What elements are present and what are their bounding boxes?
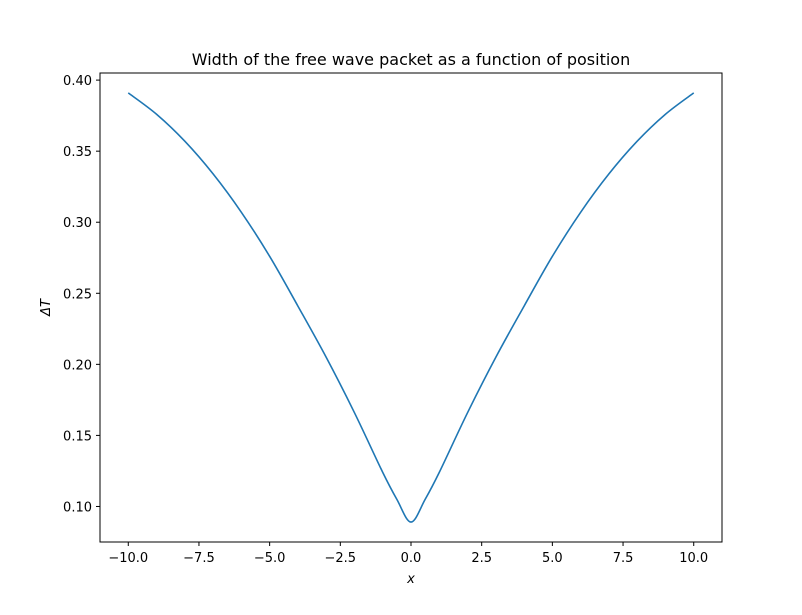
chart-title: Width of the free wave packet as a funct… bbox=[192, 50, 630, 69]
x-tick-label: 7.5 bbox=[613, 551, 634, 566]
y-tick-label: 0.40 bbox=[63, 74, 92, 89]
x-tick-label: −2.5 bbox=[325, 551, 357, 566]
x-tick-label: −10.0 bbox=[108, 551, 148, 566]
x-axis-label: x bbox=[406, 572, 415, 587]
y-tick-label: 0.15 bbox=[63, 429, 92, 444]
x-tick-label: 2.5 bbox=[471, 551, 492, 566]
series-line bbox=[127, 92, 695, 523]
x-tick-label: −5.0 bbox=[254, 551, 286, 566]
axes-frame bbox=[99, 72, 723, 543]
x-tick-label: −7.5 bbox=[183, 551, 215, 566]
x-tick-label: 10.0 bbox=[679, 551, 708, 566]
y-tick-label: 0.30 bbox=[63, 216, 92, 231]
series-layer bbox=[127, 92, 695, 523]
x-tick-label: 0.0 bbox=[401, 551, 422, 566]
y-tick-label: 0.20 bbox=[63, 358, 92, 373]
x-tick-label: 5.0 bbox=[542, 551, 563, 566]
x-axis-ticks: −10.0 −7.5 −5.0 −2.5 0.0 2.5 5.0 7.5 10.0 bbox=[108, 542, 708, 566]
y-tick-label: 0.10 bbox=[63, 500, 92, 515]
y-tick-label: 0.25 bbox=[63, 287, 92, 302]
y-tick-label: 0.35 bbox=[63, 145, 92, 160]
y-axis-label: ΔT bbox=[39, 298, 54, 317]
y-axis-ticks: 0.10 0.15 0.20 0.25 0.30 0.35 0.40 bbox=[63, 74, 100, 515]
